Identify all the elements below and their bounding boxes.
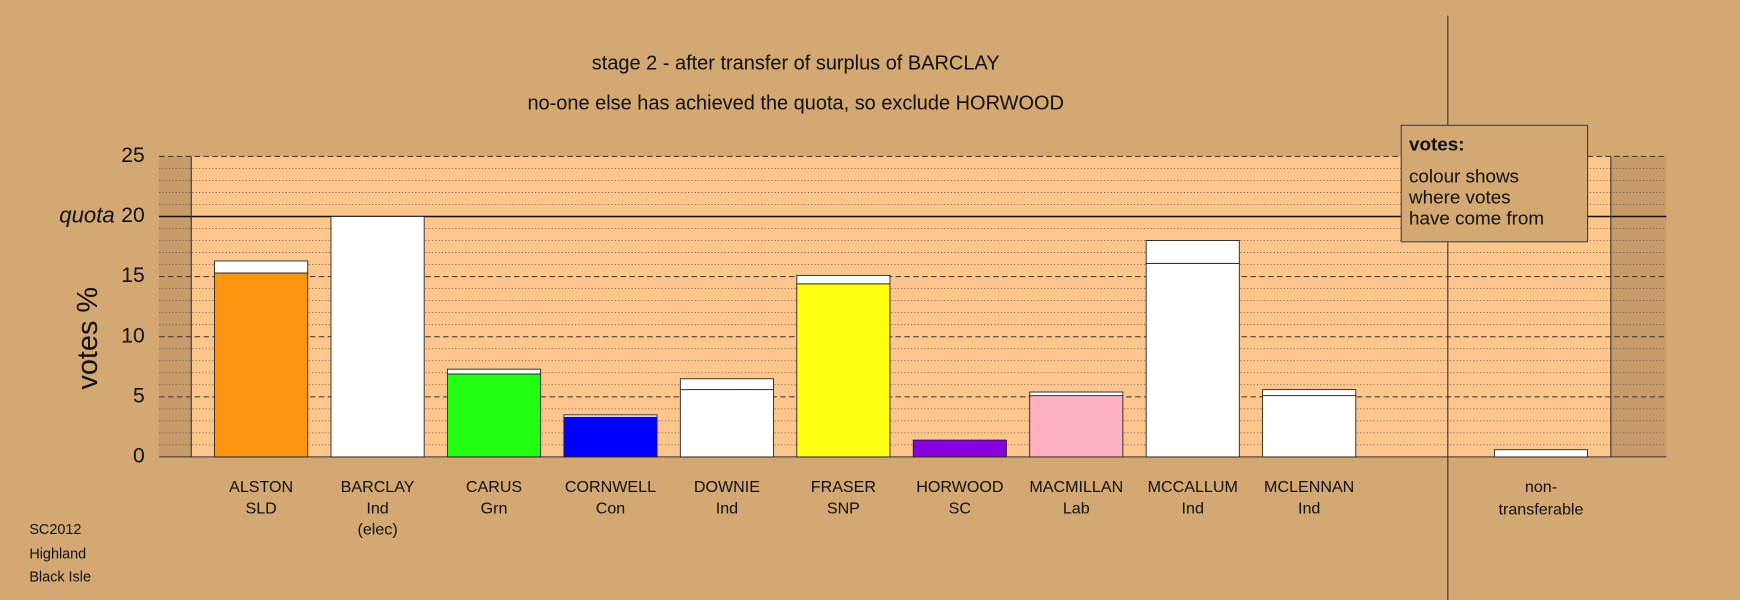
footer-text: Black Isle [29, 570, 91, 586]
bar-segment [796, 283, 891, 458]
bar-segment [563, 414, 658, 418]
x-tick-label: FRASER [811, 478, 876, 496]
y-tick-label: 15 [121, 264, 144, 287]
legend-box [1400, 124, 1589, 243]
bar-segment [1262, 395, 1357, 458]
x-tick-label: ALSTON [229, 478, 293, 496]
legend-title: votes: [1409, 133, 1465, 154]
x-tick-label: DOWNIE [694, 478, 760, 496]
x-tick-label: SLD [245, 499, 276, 517]
bar-segment [563, 416, 658, 458]
chart-title: stage 2 - after transfer of surplus of B… [592, 53, 1000, 75]
x-tick-label: Con [596, 499, 626, 517]
x-tick-label: Ind [366, 499, 388, 517]
x-tick-label: Lab [1063, 499, 1090, 517]
bar-segment [679, 389, 774, 458]
x-tick-label: non- [1525, 478, 1557, 496]
bar-segment [447, 373, 542, 458]
x-tick-label: MACMILLAN [1029, 478, 1123, 496]
bar-segment [912, 439, 1007, 458]
bar-segment [1145, 240, 1240, 264]
bar-segment [1262, 389, 1357, 397]
y-tick-label: 5 [133, 384, 145, 407]
legend: votes: colour shows where votes have com… [1400, 124, 1589, 243]
y-axis-title: votes % [72, 287, 104, 390]
bar-segment [214, 260, 309, 274]
bar-segment [447, 368, 542, 375]
x-tick-label: HORWOOD [916, 478, 1003, 496]
x-tick-label: MCLENNAN [1264, 478, 1354, 496]
y-tick-label: 10 [121, 324, 144, 347]
x-tick-label: transferable [1499, 500, 1584, 518]
bar-segment [214, 272, 309, 458]
bar-segment [1029, 395, 1124, 458]
x-tick-label: MCCALLUM [1148, 478, 1238, 496]
legend-text: colour shows [1409, 165, 1519, 186]
legend-text: have come from [1409, 208, 1544, 229]
bars [214, 216, 1589, 458]
bar-segment [330, 216, 425, 458]
chart-subtitle: no-one else has achieved the quota, so e… [527, 93, 1063, 115]
bar-segment [679, 378, 774, 391]
x-tick-label: (elec) [357, 520, 397, 538]
bar-segment [1493, 449, 1589, 458]
footer-text: Highland [29, 546, 86, 562]
x-tick-label: SNP [827, 499, 860, 517]
x-tick-label: Ind [1298, 499, 1320, 517]
y-tick-label: 20 [121, 204, 144, 227]
bar-segment [1029, 391, 1124, 397]
quota-label: quota [59, 202, 114, 227]
plot-area [191, 156, 1611, 457]
x-tick-label: Grn [481, 499, 508, 517]
plot-margin [1610, 156, 1667, 457]
y-tick-label: 25 [121, 144, 144, 167]
y-tick-label: 0 [133, 444, 145, 467]
plot-margin [159, 156, 192, 457]
x-tick-label: BARCLAY [341, 478, 415, 496]
x-tick-label: CORNWELL [565, 478, 656, 496]
bar-segment [796, 274, 891, 285]
x-tick-label: Ind [1182, 499, 1204, 517]
x-tick-label: CARUS [466, 478, 522, 496]
x-tick-label: Ind [716, 499, 738, 517]
footer-text: SC2012 [29, 522, 81, 538]
bar-segment [1145, 262, 1240, 458]
x-tick-label: SC [949, 499, 971, 517]
legend-text: where votes [1408, 187, 1511, 208]
